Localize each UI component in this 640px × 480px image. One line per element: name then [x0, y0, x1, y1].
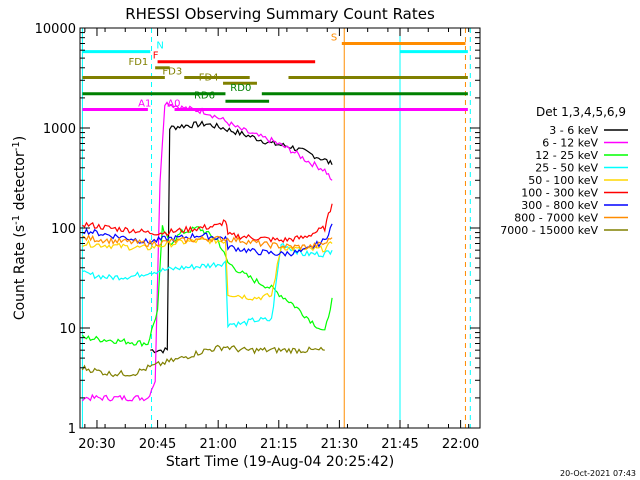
series-line-2 — [81, 225, 333, 348]
annotation-label-rd0: RD0 — [230, 83, 251, 94]
legend-label-4: 50 - 100 keV — [528, 174, 598, 187]
annotation-label-s: S — [331, 32, 337, 43]
y-axis-label: Count Rate (s-1 detector-1) — [11, 136, 29, 320]
annotation-label-fd4: FD4 — [199, 72, 219, 83]
x-tick-label-5: 21:45 — [381, 437, 418, 452]
x-tick-label-2: 21:00 — [199, 437, 236, 452]
legend-label-6: 300 - 800 keV — [521, 199, 598, 212]
series-line-7 — [82, 234, 333, 251]
x-tick-label-6: 22:00 — [442, 437, 479, 452]
y-axis-ticks: 1 10 100 1000 10000 — [35, 22, 480, 437]
series-line-1 — [81, 101, 333, 402]
legend-label-8: 7000 - 15000 keV — [500, 224, 598, 237]
legend-label-1: 6 - 12 keV — [542, 137, 598, 150]
x-tick-label-4: 21:30 — [321, 437, 358, 452]
boundary-lines — [81, 28, 471, 428]
x-axis-ticks: 20:30 20:45 21:00 21:15 21:30 21:45 22:00 — [78, 28, 479, 452]
annotation-label-a1: A1 — [138, 99, 151, 110]
legend-label-5: 100 - 300 keV — [521, 187, 598, 200]
series-line-6 — [82, 223, 333, 257]
y-tick-label-3: 1000 — [43, 122, 76, 137]
x-axis-label: Start Time (19-Aug-04 20:25:42) — [166, 454, 394, 470]
y-tick-label-2: 100 — [51, 222, 76, 237]
attenuator-annotations: N S F FD1 FD3 FD4 RD0 RD6 A0 A1 — [82, 32, 468, 112]
series-line-4 — [82, 236, 333, 301]
chart-title: RHESSI Observing Summary Count Rates — [125, 5, 435, 23]
annotation-label-f: F — [153, 51, 159, 62]
legend-label-7: 800 - 7000 keV — [514, 212, 598, 225]
legend-title: Det 1,3,4,5,6,9 — [536, 105, 626, 119]
plot-frame — [79, 27, 481, 429]
annotation-label-n: N — [156, 41, 163, 52]
legend-label-3: 25 - 50 keV — [535, 162, 598, 175]
series-line-0 — [150, 120, 333, 354]
x-tick-label-1: 20:45 — [139, 437, 176, 452]
y-tick-label-1: 10 — [59, 322, 76, 337]
x-tick-label-0: 20:30 — [78, 437, 115, 452]
series-line-3 — [82, 242, 333, 329]
annotation-label-fd3: FD3 — [162, 66, 182, 77]
series-line-8 — [81, 344, 325, 378]
y-tick-label-4: 10000 — [35, 22, 76, 37]
y-tick-label-0: 1 — [68, 422, 76, 437]
annotation-label-a0: A0 — [167, 99, 180, 110]
legend-label-0: 3 - 6 keV — [549, 124, 598, 137]
annotation-label-rd6: RD6 — [194, 90, 215, 101]
series-line-5 — [82, 203, 333, 244]
annotation-label-fd1: FD1 — [128, 57, 148, 68]
data-series — [81, 101, 333, 402]
x-tick-label-3: 21:15 — [260, 437, 297, 452]
legend-label-2: 12 - 25 keV — [535, 149, 598, 162]
timestamp: 20-Oct-2021 07:43 — [560, 469, 636, 478]
